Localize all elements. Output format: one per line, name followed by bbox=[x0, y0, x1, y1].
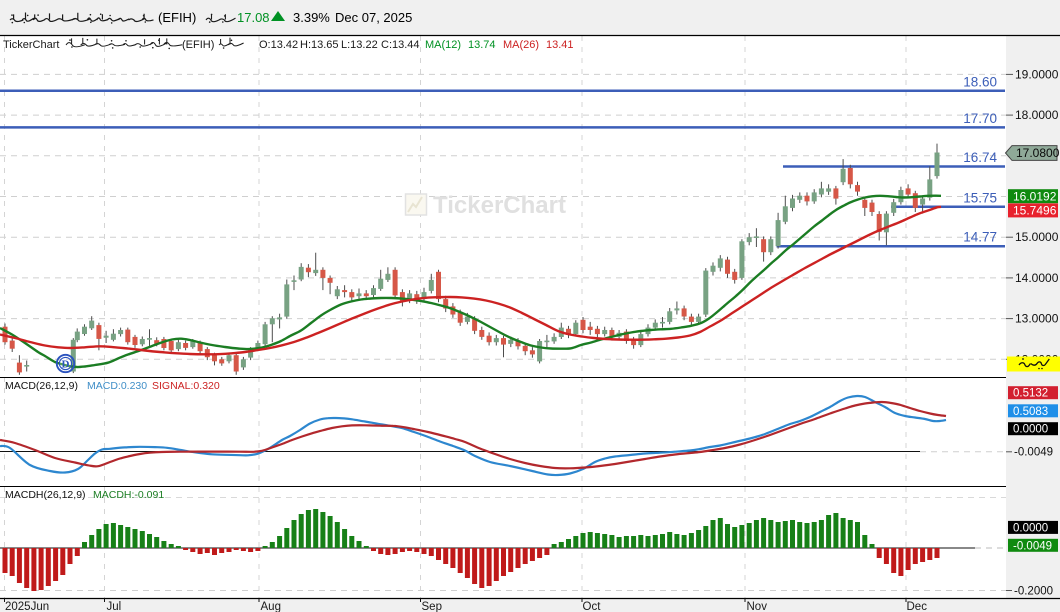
svg-text:H:13.65: H:13.65 bbox=[300, 39, 339, 51]
svg-text:3.39%: 3.39% bbox=[293, 10, 330, 25]
svg-text:Aug: Aug bbox=[261, 601, 281, 612]
svg-text:MA(12): MA(12) bbox=[425, 39, 461, 51]
svg-text:Jul: Jul bbox=[107, 601, 122, 612]
svg-text:C:13.44: C:13.44 bbox=[381, 39, 420, 51]
svg-text:15.7496: 15.7496 bbox=[1013, 204, 1057, 218]
svg-text:16.74: 16.74 bbox=[963, 150, 997, 165]
svg-text:15.75: 15.75 bbox=[963, 190, 997, 205]
svg-text:0.5132: 0.5132 bbox=[1013, 388, 1048, 400]
svg-text:Nov: Nov bbox=[747, 601, 768, 612]
svg-text:13.74: 13.74 bbox=[468, 39, 496, 51]
svg-text:(EFIH): (EFIH) bbox=[182, 39, 214, 51]
svg-text:14.0000: 14.0000 bbox=[1015, 271, 1059, 285]
svg-text:19.0000: 19.0000 bbox=[1015, 67, 1059, 81]
svg-text:18.60: 18.60 bbox=[963, 74, 997, 89]
svg-text:18.0000: 18.0000 bbox=[1015, 108, 1059, 122]
svg-text:17.0800: 17.0800 bbox=[1016, 146, 1060, 160]
svg-text:17.70: 17.70 bbox=[963, 111, 997, 126]
svg-text:MACD:0.230: MACD:0.230 bbox=[87, 380, 147, 392]
svg-text:0.0000: 0.0000 bbox=[1013, 424, 1048, 436]
svg-text:0.5083: 0.5083 bbox=[1013, 406, 1048, 418]
svg-text:15.0000: 15.0000 bbox=[1015, 230, 1059, 244]
svg-text:TickerChart: TickerChart bbox=[433, 192, 566, 219]
svg-text:2025Jun: 2025Jun bbox=[5, 601, 49, 612]
svg-text:-0.2000: -0.2000 bbox=[1014, 586, 1053, 598]
svg-text:14.77: 14.77 bbox=[963, 230, 997, 245]
svg-text:16.0192: 16.0192 bbox=[1013, 189, 1057, 203]
svg-text:(EFIH): (EFIH) bbox=[158, 10, 196, 25]
svg-text:TickerChart: TickerChart bbox=[3, 39, 59, 51]
svg-text:D: D bbox=[62, 359, 70, 371]
svg-text:L:13.22: L:13.22 bbox=[341, 39, 378, 51]
svg-text:13.41: 13.41 bbox=[546, 39, 574, 51]
svg-text:Dec: Dec bbox=[907, 601, 928, 612]
svg-text:Oct: Oct bbox=[583, 601, 602, 612]
svg-text:Sep: Sep bbox=[422, 601, 442, 612]
svg-text:0.0000: 0.0000 bbox=[1013, 522, 1048, 534]
svg-text:MACDH(26,12,9): MACDH(26,12,9) bbox=[5, 489, 86, 501]
svg-text:O:13.42: O:13.42 bbox=[259, 39, 298, 51]
svg-text:Dec 07, 2025: Dec 07, 2025 bbox=[335, 10, 412, 25]
svg-text:-0.0049: -0.0049 bbox=[1013, 540, 1052, 552]
svg-text:MA(26): MA(26) bbox=[503, 39, 539, 51]
svg-text:13.0000: 13.0000 bbox=[1015, 312, 1059, 326]
svg-text:17.08: 17.08 bbox=[237, 10, 270, 25]
svg-text:-0.0049: -0.0049 bbox=[1014, 447, 1053, 459]
svg-text:SIGNAL:0.320: SIGNAL:0.320 bbox=[152, 380, 220, 392]
svg-text:MACD(26,12,9): MACD(26,12,9) bbox=[5, 380, 78, 392]
svg-text:MACDH:-0.091: MACDH:-0.091 bbox=[93, 489, 164, 501]
